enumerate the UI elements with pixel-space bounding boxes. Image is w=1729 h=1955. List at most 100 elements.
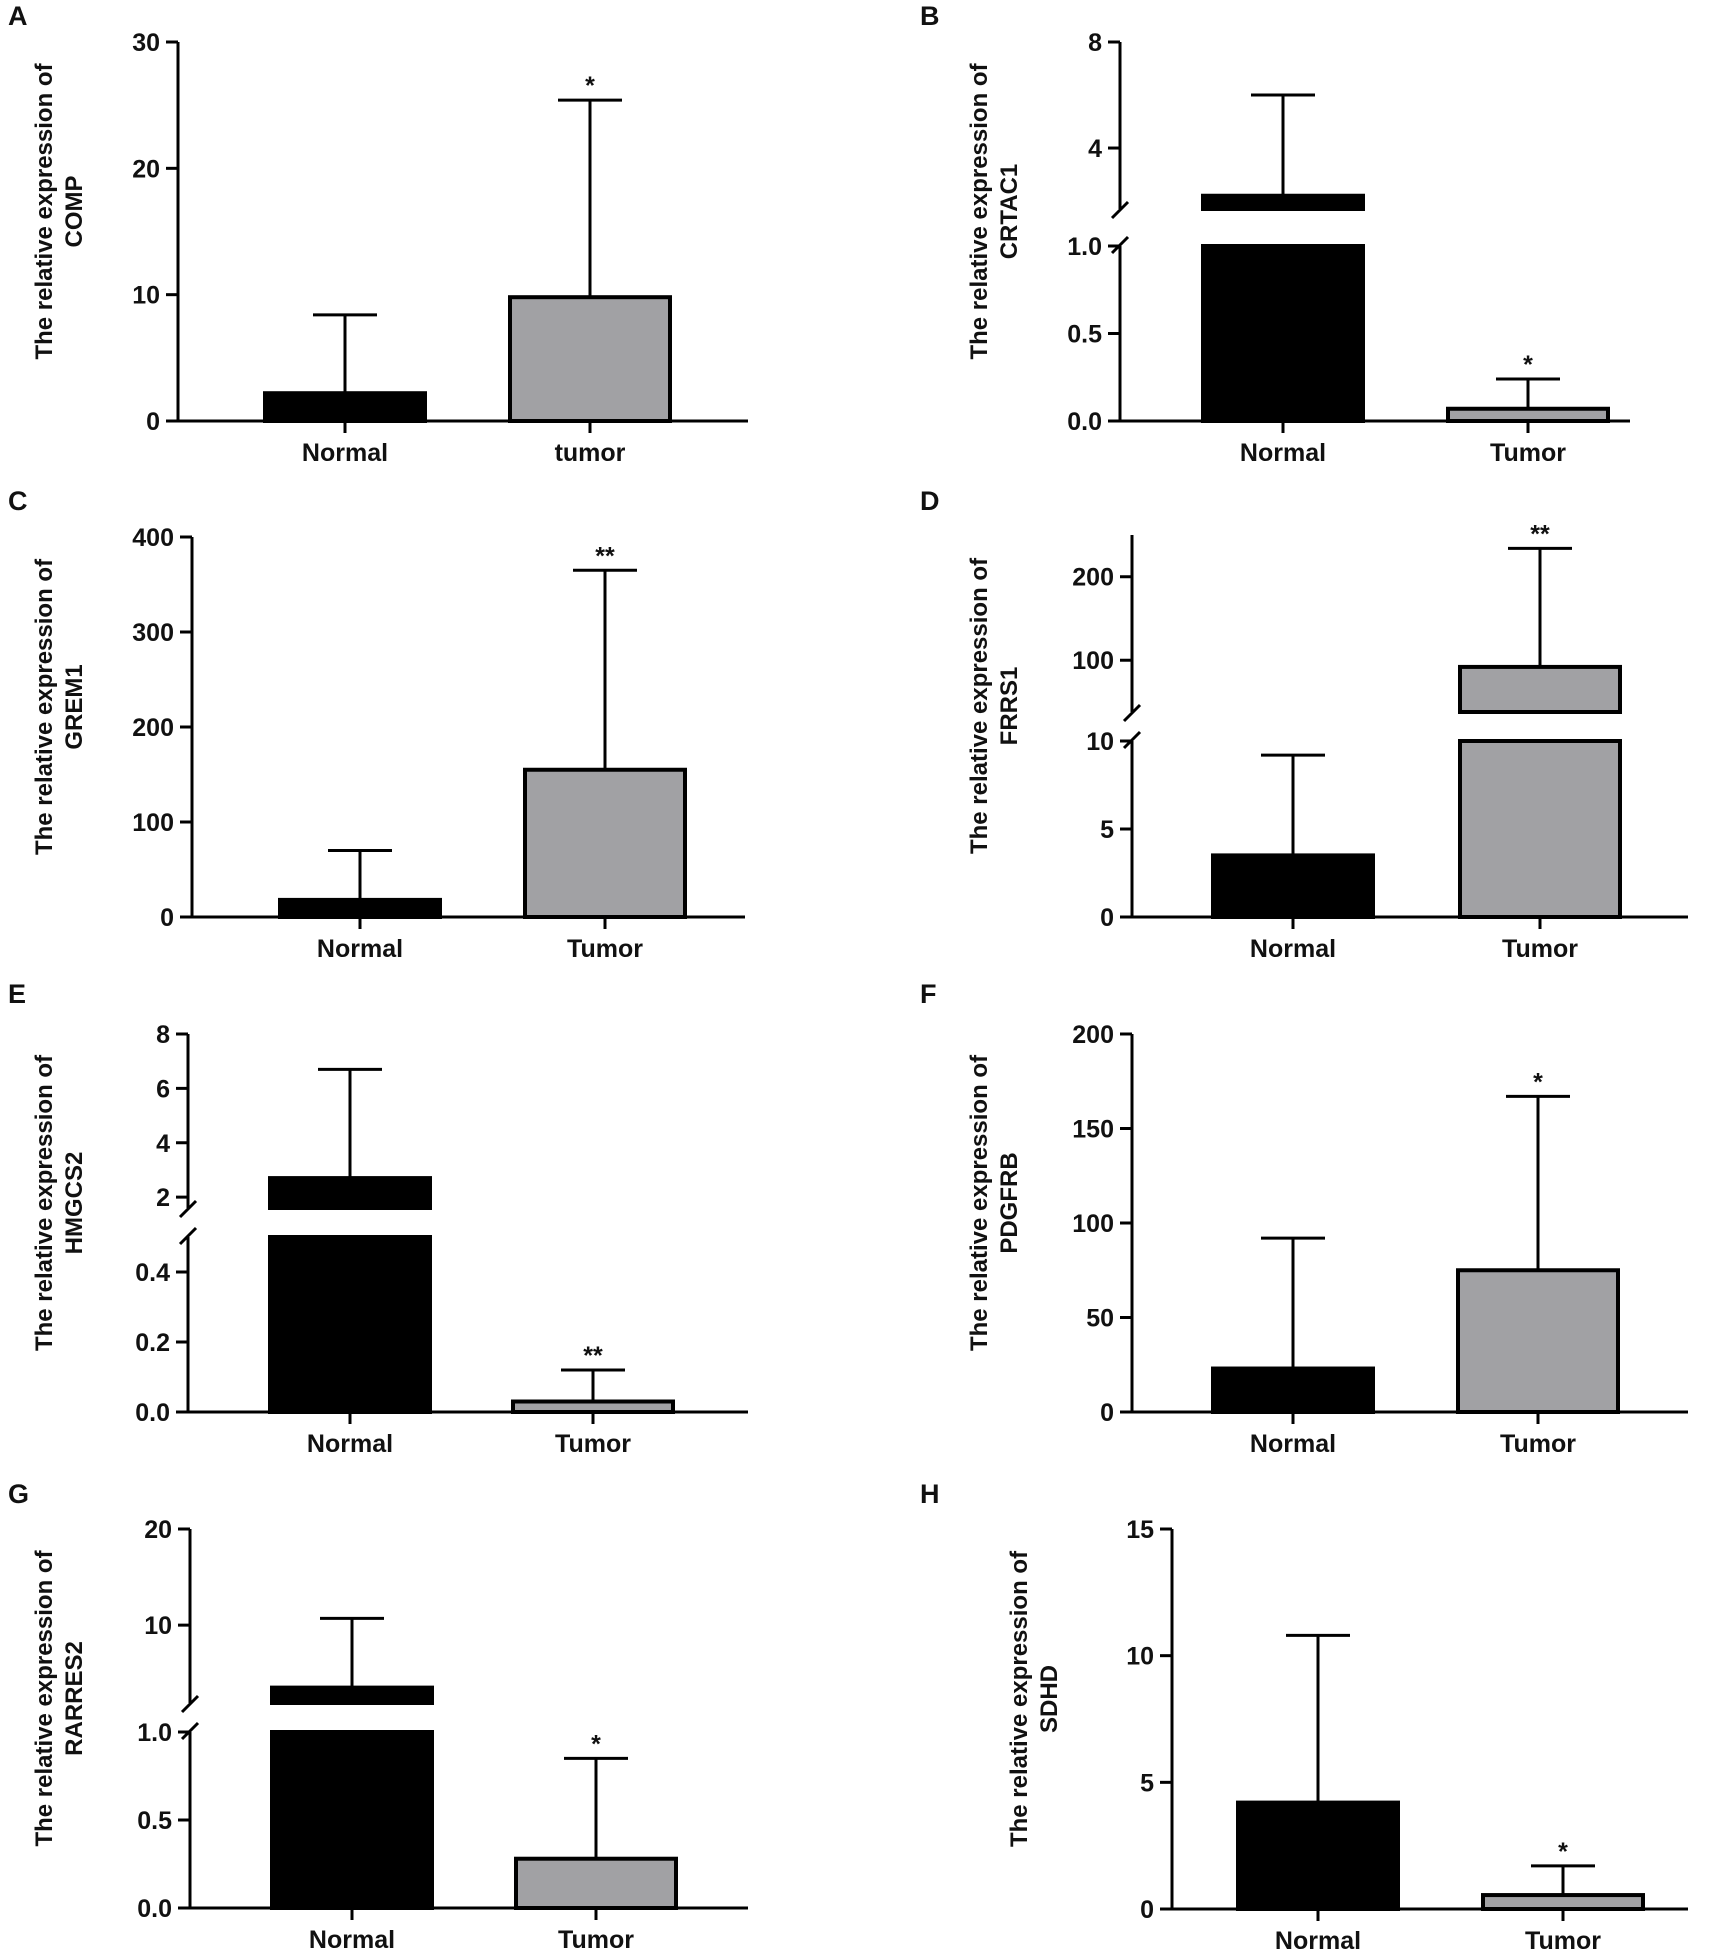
category-label: Tumor [567,935,643,963]
y-tick-label: 200 [1072,564,1114,592]
y-tick-label: 0 [160,904,174,932]
y-tick-label: 0.0 [137,1895,172,1923]
y-axis-label: The relative expression of SDHD [1006,1550,1063,1847]
bar-normal [1201,244,1365,423]
y-axis-label-line: The relative expression of [31,1054,58,1351]
y-tick-label: 4 [156,1130,170,1158]
y-axis-label-line: RARRES2 [61,1641,88,1756]
panel-letter: C [8,486,28,516]
bar-tumor [508,295,672,423]
y-tick-label: 0 [1140,1896,1154,1924]
y-tick-label: 4 [1088,135,1102,163]
significance-marker: * [1523,351,1533,379]
y-tick-label: 100 [132,809,174,837]
y-tick-label: 8 [156,1021,170,1049]
axis-break-mark [1122,703,1142,723]
axis-break-mark [178,1199,198,1219]
y-tick-label: 100 [1072,1210,1114,1238]
y-tick-label: 2 [156,1184,170,1212]
bar-normal-upper [268,1176,432,1210]
y-tick-label: 5 [1140,1769,1154,1797]
y-tick-label: 150 [1072,1116,1114,1144]
y-tick-label: 5 [1100,816,1114,844]
category-label: Normal [307,1430,393,1458]
y-axis-label-line: The relative expression of [1006,1550,1033,1847]
panel-letter: G [8,1479,29,1509]
panel-letter: H [920,1479,940,1509]
y-tick-label: 1.0 [137,1719,172,1747]
category-label: Tumor [1525,1927,1601,1955]
bar-tumor [511,1399,675,1414]
y-axis-label-line: CRTAC1 [996,164,1023,260]
y-axis-label-line: The relative expression of [31,1549,58,1846]
y-axis-label: The relative expression of RARRES2 [31,1549,88,1846]
y-axis-label: The relative expression of CRTAC1 [966,62,1023,359]
bar-tumor [1446,406,1610,423]
y-tick-label: 0 [1100,1399,1114,1427]
y-tick-label: 0.5 [137,1807,172,1835]
panel-e: E Normal ** Tumor 0.0 0.2 0.4 2 4 6 8 The relative … [8,979,748,1458]
y-axis-label-line: SDHD [1036,1665,1063,1733]
y-axis-label-line: PDGFRB [996,1152,1023,1253]
category-label: Tumor [1490,439,1566,467]
bar-normal [1236,1800,1400,1911]
y-axis-label-line: FRRS1 [996,667,1023,746]
significance-marker: * [591,1730,601,1758]
y-axis-label-line: The relative expression of [966,1054,993,1351]
panel-letter: A [8,1,28,31]
panel-b: B Normal * Tumor 0.0 0.5 1.0 4 8 The relative exp… [920,1,1630,467]
y-axis-label-line: The relative expression of [31,62,58,359]
y-tick-label: 0 [146,408,160,436]
bar-normal-upper [270,1685,434,1705]
y-tick-label: 10 [132,282,160,310]
y-axis-label-line: GREM1 [61,664,88,749]
category-label: tumor [555,439,626,467]
significance-marker: * [1533,1068,1543,1096]
y-tick-label: 10 [144,1612,172,1640]
bar-tumor [523,767,687,919]
category-label: Normal [309,1926,395,1954]
bar-normal [1211,1366,1375,1415]
category-label: Tumor [558,1926,634,1954]
y-tick-label: 10 [1126,1643,1154,1671]
y-tick-label: 400 [132,524,174,552]
bar-normal [270,1730,434,1910]
y-tick-label: 50 [1086,1305,1114,1333]
y-tick-label: 0.2 [135,1329,170,1357]
y-tick-label: 300 [132,619,174,647]
category-label: Normal [1275,1927,1361,1955]
y-axis-label-line: COMP [61,176,88,248]
bar-normal [1211,853,1375,920]
category-label: Normal [302,439,388,467]
panel-a: A Normal * tumor 0 10 20 30 The relative express… [8,1,748,467]
category-label: Tumor [1502,935,1578,963]
axis-break-mark [1110,200,1130,220]
panel-letter: D [920,486,940,516]
axis-break-mark [180,1694,200,1714]
y-axis-label: The relative expression of FRRS1 [966,557,1023,854]
y-axis-label-line: The relative expression of [31,558,58,855]
panel-letter: B [920,1,940,31]
bar-tumor [514,1856,678,1910]
y-tick-label: 6 [156,1075,170,1103]
y-axis-label: The relative expression of PDGFRB [966,1054,1023,1351]
significance-marker: ** [1530,520,1550,548]
y-tick-label: 200 [132,714,174,742]
y-axis-label-line: The relative expression of [966,62,993,359]
panel-c: C Normal ** Tumor 0 100 200 300 400 The relative … [8,486,745,963]
y-axis-label: The relative expression of GREM1 [31,558,88,855]
category-label: Normal [1250,1430,1336,1458]
category-label: Tumor [1500,1430,1576,1458]
bar-normal-upper [1201,193,1365,212]
bar-normal [278,897,442,920]
panel-g: G Normal * Tumor 0.0 0.5 1.0 10 20 The relative e… [8,1479,748,1954]
bar-tumor [1458,739,1622,919]
y-tick-label: 10 [1086,728,1114,756]
significance-marker: * [1558,1838,1568,1866]
y-tick-label: 100 [1072,647,1114,675]
y-axis-label: The relative expression of COMP [31,62,88,359]
y-tick-label: 8 [1088,29,1102,57]
y-tick-label: 1.0 [1067,233,1102,261]
category-label: Normal [1240,439,1326,467]
panel-d: D Normal ** Tumor 0 5 10 100 200 The relative exp… [920,486,1688,963]
